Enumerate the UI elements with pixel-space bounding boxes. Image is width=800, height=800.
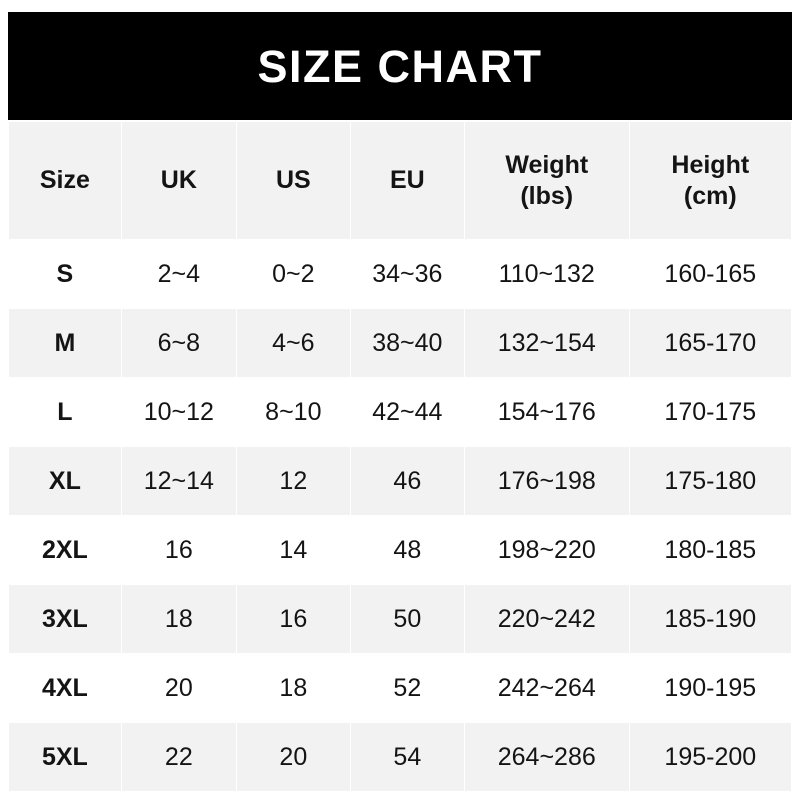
column-header-uk: UK	[121, 122, 236, 239]
cell-us: 20	[236, 723, 350, 791]
cell-eu: 50	[350, 585, 464, 653]
cell-uk: 6~8	[121, 309, 236, 377]
table-body: S 2~4 0~2 34~36 110~132 160-165 M 6~8 4~…	[9, 240, 791, 791]
cell-size: L	[9, 378, 121, 446]
table-row: 4XL 20 18 52 242~264 190-195	[9, 654, 791, 722]
cell-height: 190-195	[629, 654, 791, 722]
cell-us: 14	[236, 516, 350, 584]
cell-uk: 10~12	[121, 378, 236, 446]
cell-eu: 34~36	[350, 240, 464, 308]
cell-weight: 198~220	[464, 516, 629, 584]
cell-height: 160-165	[629, 240, 791, 308]
column-header-uk-label: UK	[160, 166, 197, 195]
cell-us: 8~10	[236, 378, 350, 446]
table-row: L 10~12 8~10 42~44 154~176 170-175	[9, 378, 791, 446]
column-header-height: Height (cm)	[629, 122, 791, 239]
column-header-weight-unit: (lbs)	[520, 181, 574, 210]
cell-weight: 220~242	[464, 585, 629, 653]
table-row: 5XL 22 20 54 264~286 195-200	[9, 723, 791, 791]
cell-size: 3XL	[9, 585, 121, 653]
cell-weight: 264~286	[464, 723, 629, 791]
column-header-weight: Weight (lbs)	[464, 122, 629, 239]
cell-size: S	[9, 240, 121, 308]
table-row: S 2~4 0~2 34~36 110~132 160-165	[9, 240, 791, 308]
cell-height: 195-200	[629, 723, 791, 791]
table-row: XL 12~14 12 46 176~198 175-180	[9, 447, 791, 515]
cell-size: 2XL	[9, 516, 121, 584]
cell-eu: 52	[350, 654, 464, 722]
cell-size: XL	[9, 447, 121, 515]
cell-size: M	[9, 309, 121, 377]
cell-uk: 18	[121, 585, 236, 653]
column-header-height-label: Height	[671, 151, 750, 179]
cell-weight: 176~198	[464, 447, 629, 515]
cell-size: 4XL	[9, 654, 121, 722]
table-row: 2XL 16 14 48 198~220 180-185	[9, 516, 791, 584]
cell-uk: 2~4	[121, 240, 236, 308]
title-banner: SIZE CHART	[8, 12, 792, 120]
cell-height: 185-190	[629, 585, 791, 653]
column-header-eu-label: EU	[389, 166, 425, 195]
cell-us: 12	[236, 447, 350, 515]
cell-eu: 38~40	[350, 309, 464, 377]
table-header: Size UK US EU Weight (lbs) Height (cm)	[9, 122, 791, 239]
page-title: SIZE CHART	[257, 40, 543, 92]
cell-eu: 46	[350, 447, 464, 515]
cell-us: 16	[236, 585, 350, 653]
cell-uk: 16	[121, 516, 236, 584]
column-header-us-label: US	[275, 166, 311, 195]
cell-height: 170-175	[629, 378, 791, 446]
column-header-eu: EU	[350, 122, 464, 239]
cell-uk: 20	[121, 654, 236, 722]
cell-eu: 42~44	[350, 378, 464, 446]
table-row: M 6~8 4~6 38~40 132~154 165-170	[9, 309, 791, 377]
column-header-height-unit: (cm)	[683, 181, 737, 210]
column-header-size: Size	[9, 122, 121, 239]
cell-us: 0~2	[236, 240, 350, 308]
cell-height: 165-170	[629, 309, 791, 377]
table-row: 3XL 18 16 50 220~242 185-190	[9, 585, 791, 653]
cell-uk: 12~14	[121, 447, 236, 515]
table-header-row: Size UK US EU Weight (lbs) Height (cm)	[9, 122, 791, 239]
cell-weight: 132~154	[464, 309, 629, 377]
cell-uk: 22	[121, 723, 236, 791]
cell-eu: 54	[350, 723, 464, 791]
cell-weight: 110~132	[464, 240, 629, 308]
cell-eu: 48	[350, 516, 464, 584]
cell-weight: 154~176	[464, 378, 629, 446]
cell-us: 4~6	[236, 309, 350, 377]
cell-height: 175-180	[629, 447, 791, 515]
size-chart-table: Size UK US EU Weight (lbs) Height (cm)	[8, 121, 792, 792]
cell-weight: 242~264	[464, 654, 629, 722]
cell-us: 18	[236, 654, 350, 722]
column-header-us: US	[236, 122, 350, 239]
cell-height: 180-185	[629, 516, 791, 584]
column-header-size-label: Size	[39, 166, 90, 195]
column-header-weight-label: Weight	[505, 151, 589, 179]
size-chart: SIZE CHART Size UK US EU	[8, 12, 792, 792]
cell-size: 5XL	[9, 723, 121, 791]
